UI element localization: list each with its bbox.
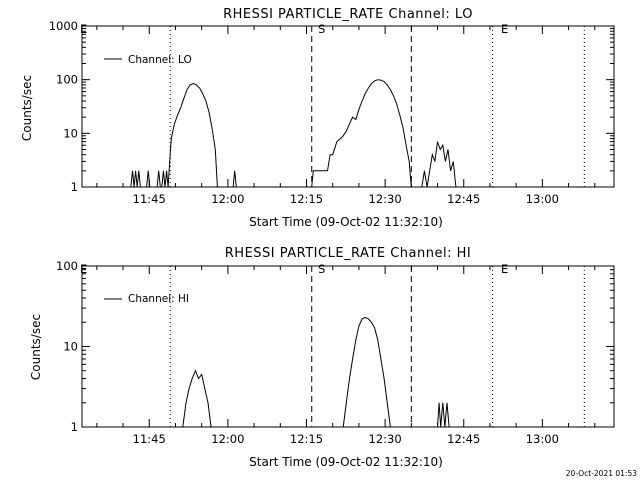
x-axis-label: Start Time (09-Oct-02 11:32:10) [249,455,443,469]
x-tick-label: 13:00 [526,432,559,446]
corner-label: E [80,262,87,276]
corner-label: E [80,22,87,36]
y-tick-label: 10 [63,340,78,354]
marker-label-e: E [501,22,508,36]
series-line [182,369,212,428]
series-line [437,402,450,428]
x-tick-label: 11:45 [133,432,166,446]
series-line [232,170,237,188]
series-line [130,82,218,188]
footer-timestamp: 20-Oct-2021 01:53 [566,469,637,478]
x-tick-label: 12:30 [369,432,402,446]
y-tick-label: 100 [56,259,78,273]
marker-label-s: S [318,262,325,276]
plot-area-0: 11:45 12:00 12:15 12:30 12:45 13:00 1 10 100 1000 [49,19,615,206]
plot-area-1: 11:45 12:00 12:15 12:30 12:45 13:00 1 10 100 [56,259,615,446]
plot-frame [81,25,615,188]
y-tick-label: 10 [63,126,78,140]
legend-label: Channel: HI [128,293,189,305]
plot-hi: RHESSI PARTICLE_RATE Channel: HI Counts/… [29,246,508,469]
series-line [342,316,391,428]
chart-title: RHESSI PARTICLE_RATE Channel: LO [223,7,473,22]
legend-label: Channel: LO [128,54,192,66]
plot-frame [81,265,615,428]
marker-label-s: S [318,22,325,36]
y-tick-label: 100 [56,73,78,87]
x-tick-label: 12:15 [290,192,323,206]
series-line [421,141,457,188]
y-tick-label: 1000 [49,19,78,33]
x-tick-label: 12:30 [369,192,402,206]
series-line [311,79,412,188]
x-tick-label: 13:00 [526,192,559,206]
y-tick-label: 1 [71,420,78,434]
marker-label-e: E [501,262,508,276]
x-tick-label: 11:45 [133,192,166,206]
y-tick-label: 1 [71,180,78,194]
x-axis-label: Start Time (09-Oct-02 11:32:10) [249,215,443,229]
y-axis-label: Counts/sec [20,75,34,141]
x-tick-label: 12:45 [447,432,480,446]
y-axis-label: Counts/sec [29,314,43,380]
plot-lo: RHESSI PARTICLE_RATE Channel: LO Counts/… [20,7,508,229]
x-tick-label: 12:00 [211,192,244,206]
chart-title: RHESSI PARTICLE_RATE Channel: HI [225,246,471,261]
x-tick-label: 12:45 [447,192,480,206]
x-tick-label: 12:15 [290,432,323,446]
x-tick-label: 12:00 [211,432,244,446]
